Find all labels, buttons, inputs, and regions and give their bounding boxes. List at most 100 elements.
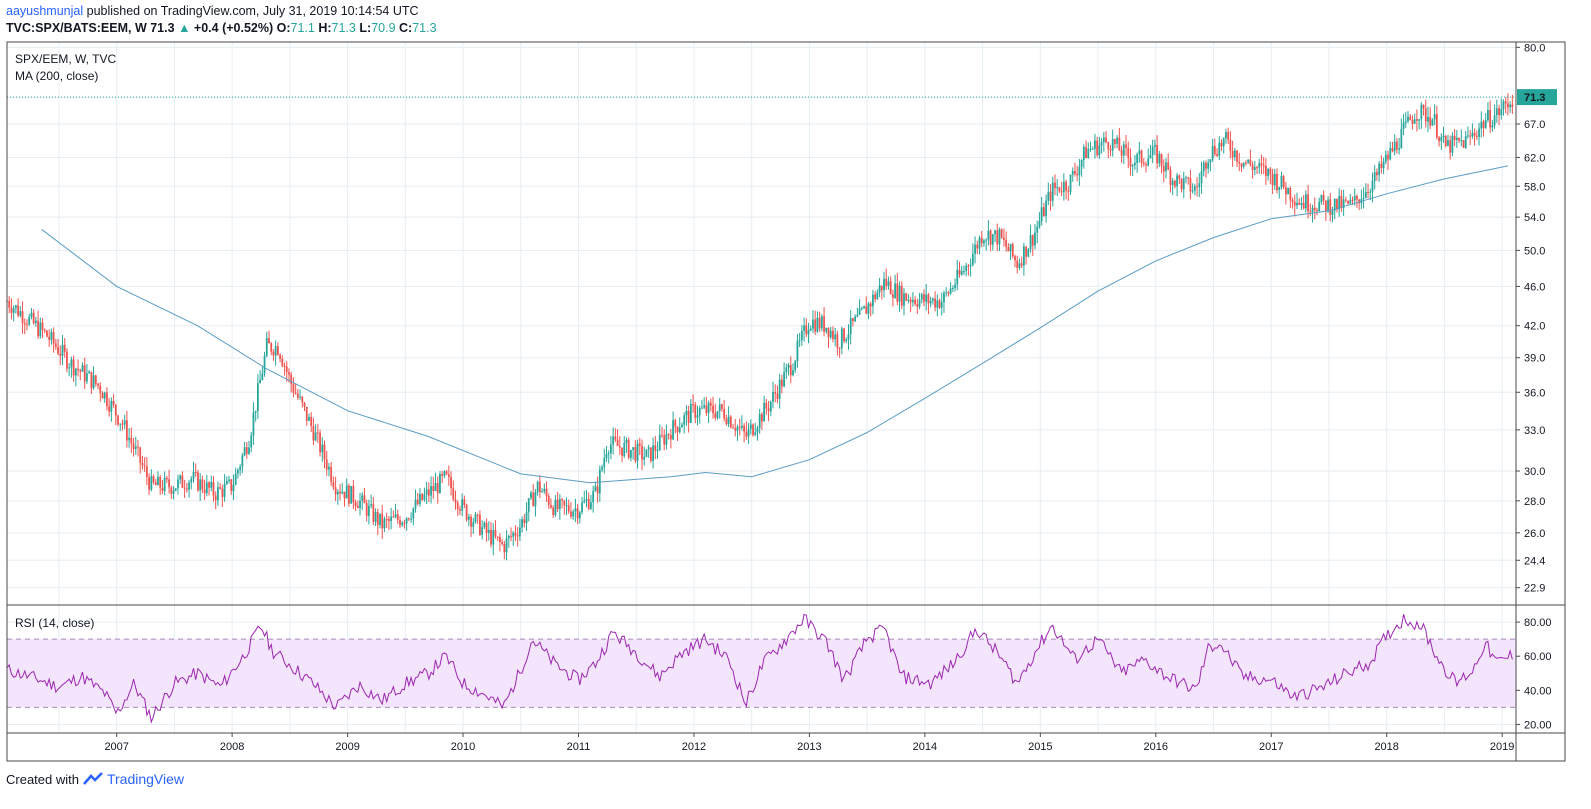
- candle-body: [1058, 187, 1061, 192]
- candle-body: [234, 473, 237, 485]
- candle-body: [90, 371, 93, 389]
- candle-body: [820, 316, 823, 329]
- candle-body: [434, 483, 437, 491]
- candle-body: [50, 332, 53, 340]
- candle-body: [1089, 148, 1092, 150]
- candle-body: [1125, 144, 1127, 148]
- candle-body: [376, 512, 379, 525]
- candle-body: [694, 404, 697, 418]
- candle-body: [299, 396, 301, 398]
- candle-body: [323, 444, 326, 460]
- candle-body: [276, 346, 279, 355]
- tradingview-brand[interactable]: TradingView: [106, 771, 185, 787]
- candle-body: [21, 311, 24, 324]
- candle-body: [1424, 108, 1427, 122]
- candle-body: [1320, 194, 1323, 203]
- candle-body: [285, 366, 288, 373]
- candle-body: [527, 498, 530, 513]
- candle-body: [407, 518, 410, 520]
- legend-ma[interactable]: MA (200, close): [15, 69, 98, 83]
- candle-body: [963, 271, 965, 273]
- publish-line: aayushmunjal published on TradingView.co…: [6, 3, 437, 20]
- candle-body: [1462, 140, 1465, 148]
- candle-body: [1005, 239, 1008, 248]
- candle-body: [399, 519, 401, 526]
- candle-body: [32, 312, 35, 324]
- price-tick-label: 28.0: [1524, 496, 1545, 508]
- candle-body: [1471, 132, 1474, 137]
- candle-body: [712, 405, 714, 414]
- candle-body: [1029, 235, 1032, 250]
- candle-body: [763, 402, 766, 422]
- candle-body: [1242, 162, 1245, 167]
- last-price-badge-box: [1517, 89, 1557, 106]
- candle-body: [1418, 119, 1421, 121]
- candle-body: [1344, 199, 1347, 201]
- candle-body: [687, 410, 690, 423]
- candle-body: [430, 486, 432, 496]
- candle-body: [1289, 188, 1292, 200]
- candle-body: [1442, 136, 1445, 138]
- candle-body: [570, 511, 572, 517]
- candle-body: [610, 444, 612, 454]
- legend-rsi[interactable]: RSI (14, close): [15, 616, 94, 630]
- candle-body: [450, 477, 452, 489]
- candle-body: [1018, 263, 1021, 268]
- candle-body: [1453, 135, 1456, 140]
- candle-body: [1384, 154, 1387, 162]
- candle-body: [483, 522, 486, 528]
- author-link[interactable]: aayushmunjal: [6, 4, 84, 18]
- candle-body: [134, 446, 137, 449]
- candle-body: [410, 518, 412, 520]
- candle-body: [481, 527, 484, 535]
- price-tick-label: 42.0: [1524, 321, 1545, 333]
- candle-body: [239, 466, 242, 470]
- price-tick-label: 33.0: [1524, 425, 1545, 437]
- candle-body: [1404, 121, 1407, 123]
- candle-body: [1258, 163, 1261, 168]
- candle-body: [1233, 150, 1236, 158]
- candle-body: [190, 478, 193, 483]
- candle-body: [1045, 200, 1047, 217]
- candle-body: [818, 317, 821, 329]
- candle-body: [61, 344, 64, 356]
- candle-body: [494, 530, 497, 537]
- time-tick-label: 2015: [1028, 741, 1052, 753]
- candle-body: [1371, 180, 1374, 192]
- candle-body: [110, 400, 113, 412]
- candle-body: [212, 482, 215, 496]
- price-axis[interactable]: 80.0 67.0 62.0 58.0 54.0 50.0 46.0 42.0 39.0 36.0…: [1516, 42, 1545, 595]
- candle-body: [1402, 122, 1405, 129]
- candle-body: [354, 502, 357, 506]
- candle-body: [1356, 195, 1358, 200]
- candle-body: [574, 508, 577, 512]
- candle-body: [217, 487, 219, 501]
- candle-body: [1049, 191, 1052, 201]
- candle-body: [734, 428, 737, 431]
- time-tick-label: 2012: [682, 741, 706, 753]
- candle-body: [1304, 194, 1307, 209]
- candle-body: [778, 379, 781, 399]
- candle-body: [867, 303, 870, 314]
- candle-body: [1422, 104, 1425, 109]
- candle-body: [112, 400, 115, 405]
- candle-body: [439, 473, 441, 494]
- candle-body: [512, 532, 515, 537]
- candle-body: [1087, 149, 1090, 159]
- chart-header: aayushmunjal published on TradingView.co…: [6, 3, 437, 37]
- candle-body: [838, 347, 841, 349]
- candle-body: [920, 294, 923, 300]
- rsi-axis[interactable]: 80.00 60.00 40.00 20.00: [1516, 617, 1552, 731]
- price-tick-label: 30.0: [1524, 466, 1545, 478]
- candle-body: [543, 488, 546, 492]
- time-tick-label: 2016: [1144, 741, 1168, 753]
- candle-body: [885, 278, 888, 286]
- candle-body: [1098, 145, 1101, 156]
- candle-body: [949, 288, 952, 294]
- candle-body: [1393, 141, 1396, 152]
- candle-body: [1193, 186, 1196, 191]
- candle-body: [265, 338, 268, 356]
- time-axis[interactable]: 2007 2008 2009 2010 2011 2012 2013 2014 2015 2016…: [104, 733, 1514, 753]
- candle-body: [667, 434, 670, 436]
